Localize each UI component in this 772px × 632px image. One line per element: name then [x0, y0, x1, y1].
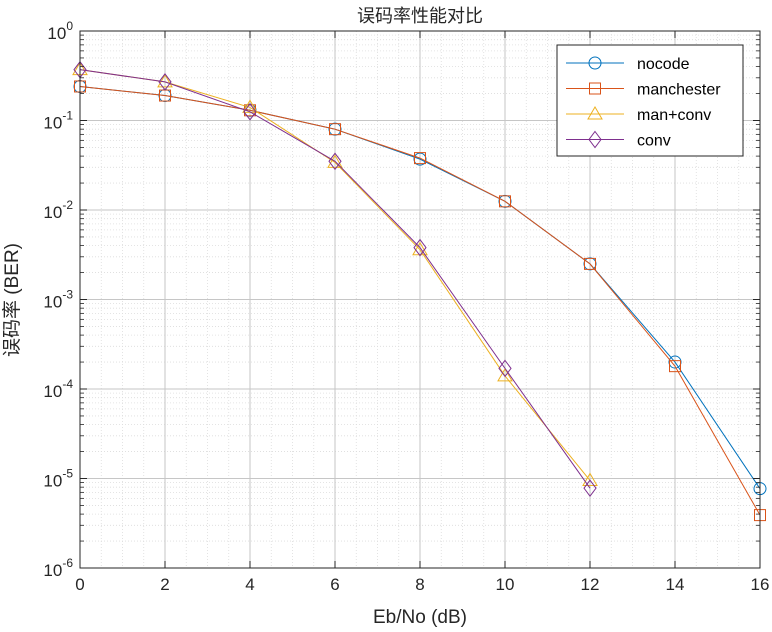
data-point-manchester [414, 152, 426, 165]
y-tick-label: 100 [47, 19, 73, 43]
x-tick-label: 14 [666, 575, 685, 594]
y-tick-base: 10 [43, 293, 62, 312]
data-point-conv [498, 359, 512, 378]
y-tick-base: 10 [47, 24, 66, 43]
y-tick-label: 10-4 [43, 377, 73, 401]
data-point-conv [413, 238, 427, 257]
data-point-conv [583, 479, 597, 497]
data-point-manchester [669, 360, 681, 373]
x-tick-label: 8 [415, 575, 424, 594]
data-point-conv [243, 102, 257, 121]
legend-label: conv [637, 133, 671, 150]
y-tick-exponent: -6 [62, 556, 73, 570]
data-point-man+conv [582, 472, 598, 486]
y-tick-base: 10 [43, 561, 62, 580]
x-axis-title: Eb/No (dB) [373, 607, 467, 628]
y-tick-exponent: -2 [62, 198, 73, 212]
y-tick-exponent: 0 [66, 19, 73, 33]
legend-label: man+conv [637, 107, 711, 124]
y-tick-base: 10 [43, 203, 62, 222]
y-tick-base: 10 [43, 114, 62, 133]
y-tick-exponent: -3 [62, 288, 73, 302]
chart-title: 误码率性能对比 [357, 6, 483, 27]
y-tick-base: 10 [43, 472, 62, 491]
legend-item-nocode: nocode [566, 56, 690, 73]
x-tick-label: 12 [581, 575, 600, 594]
series-line-conv [79, 69, 591, 489]
legend-marker [588, 130, 602, 149]
legend-item-man+conv: man+conv [566, 106, 711, 124]
data-point-man+conv [412, 241, 428, 256]
series-line-manchester [79, 85, 761, 516]
data-point-man+conv [242, 99, 258, 113]
y-tick-base: 10 [43, 382, 62, 401]
x-tick-label: 6 [330, 575, 339, 594]
data-point-manchester [584, 257, 596, 270]
y-tick-label: 10-3 [43, 288, 73, 312]
y-tick-label: 10-6 [43, 556, 73, 580]
data-point-conv [328, 152, 342, 171]
y-tick-label: 10-2 [43, 198, 73, 222]
data-point-manchester [499, 195, 511, 208]
y-axis-title: 误码率 (BER) [1, 243, 23, 357]
legend-marker [589, 82, 601, 95]
data-point-man+conv [327, 154, 343, 168]
legend-item-conv: conv [566, 130, 671, 150]
x-tick-label: 16 [751, 575, 770, 594]
legend: nocode manchester man+conv conv [556, 44, 744, 157]
ticks [79, 30, 761, 569]
x-tick-label: 0 [75, 575, 84, 594]
y-tick-label: 10-1 [43, 109, 73, 133]
data-point-conv [158, 73, 172, 91]
x-tick-label: 2 [160, 575, 169, 594]
y-tick-exponent: -4 [62, 377, 73, 391]
y-tick-exponent: -5 [62, 467, 73, 481]
legend-item-manchester: manchester [566, 82, 721, 99]
y-tick-label: 10-5 [43, 467, 73, 491]
legend-label: nocode [637, 56, 690, 73]
legend-marker [587, 106, 603, 120]
x-tick-label: 4 [245, 575, 254, 594]
series-conv [73, 60, 597, 497]
legend-label: manchester [637, 82, 721, 99]
legend-marker [588, 56, 602, 70]
series-layer [72, 60, 767, 522]
data-point-manchester [329, 123, 341, 136]
y-tick-exponent: -1 [62, 109, 73, 123]
x-tick-label: 10 [496, 575, 515, 594]
x-tick-labels: 0 2 4 6 8 10 12 14 16 [75, 575, 769, 594]
data-point-man+conv [497, 367, 513, 382]
